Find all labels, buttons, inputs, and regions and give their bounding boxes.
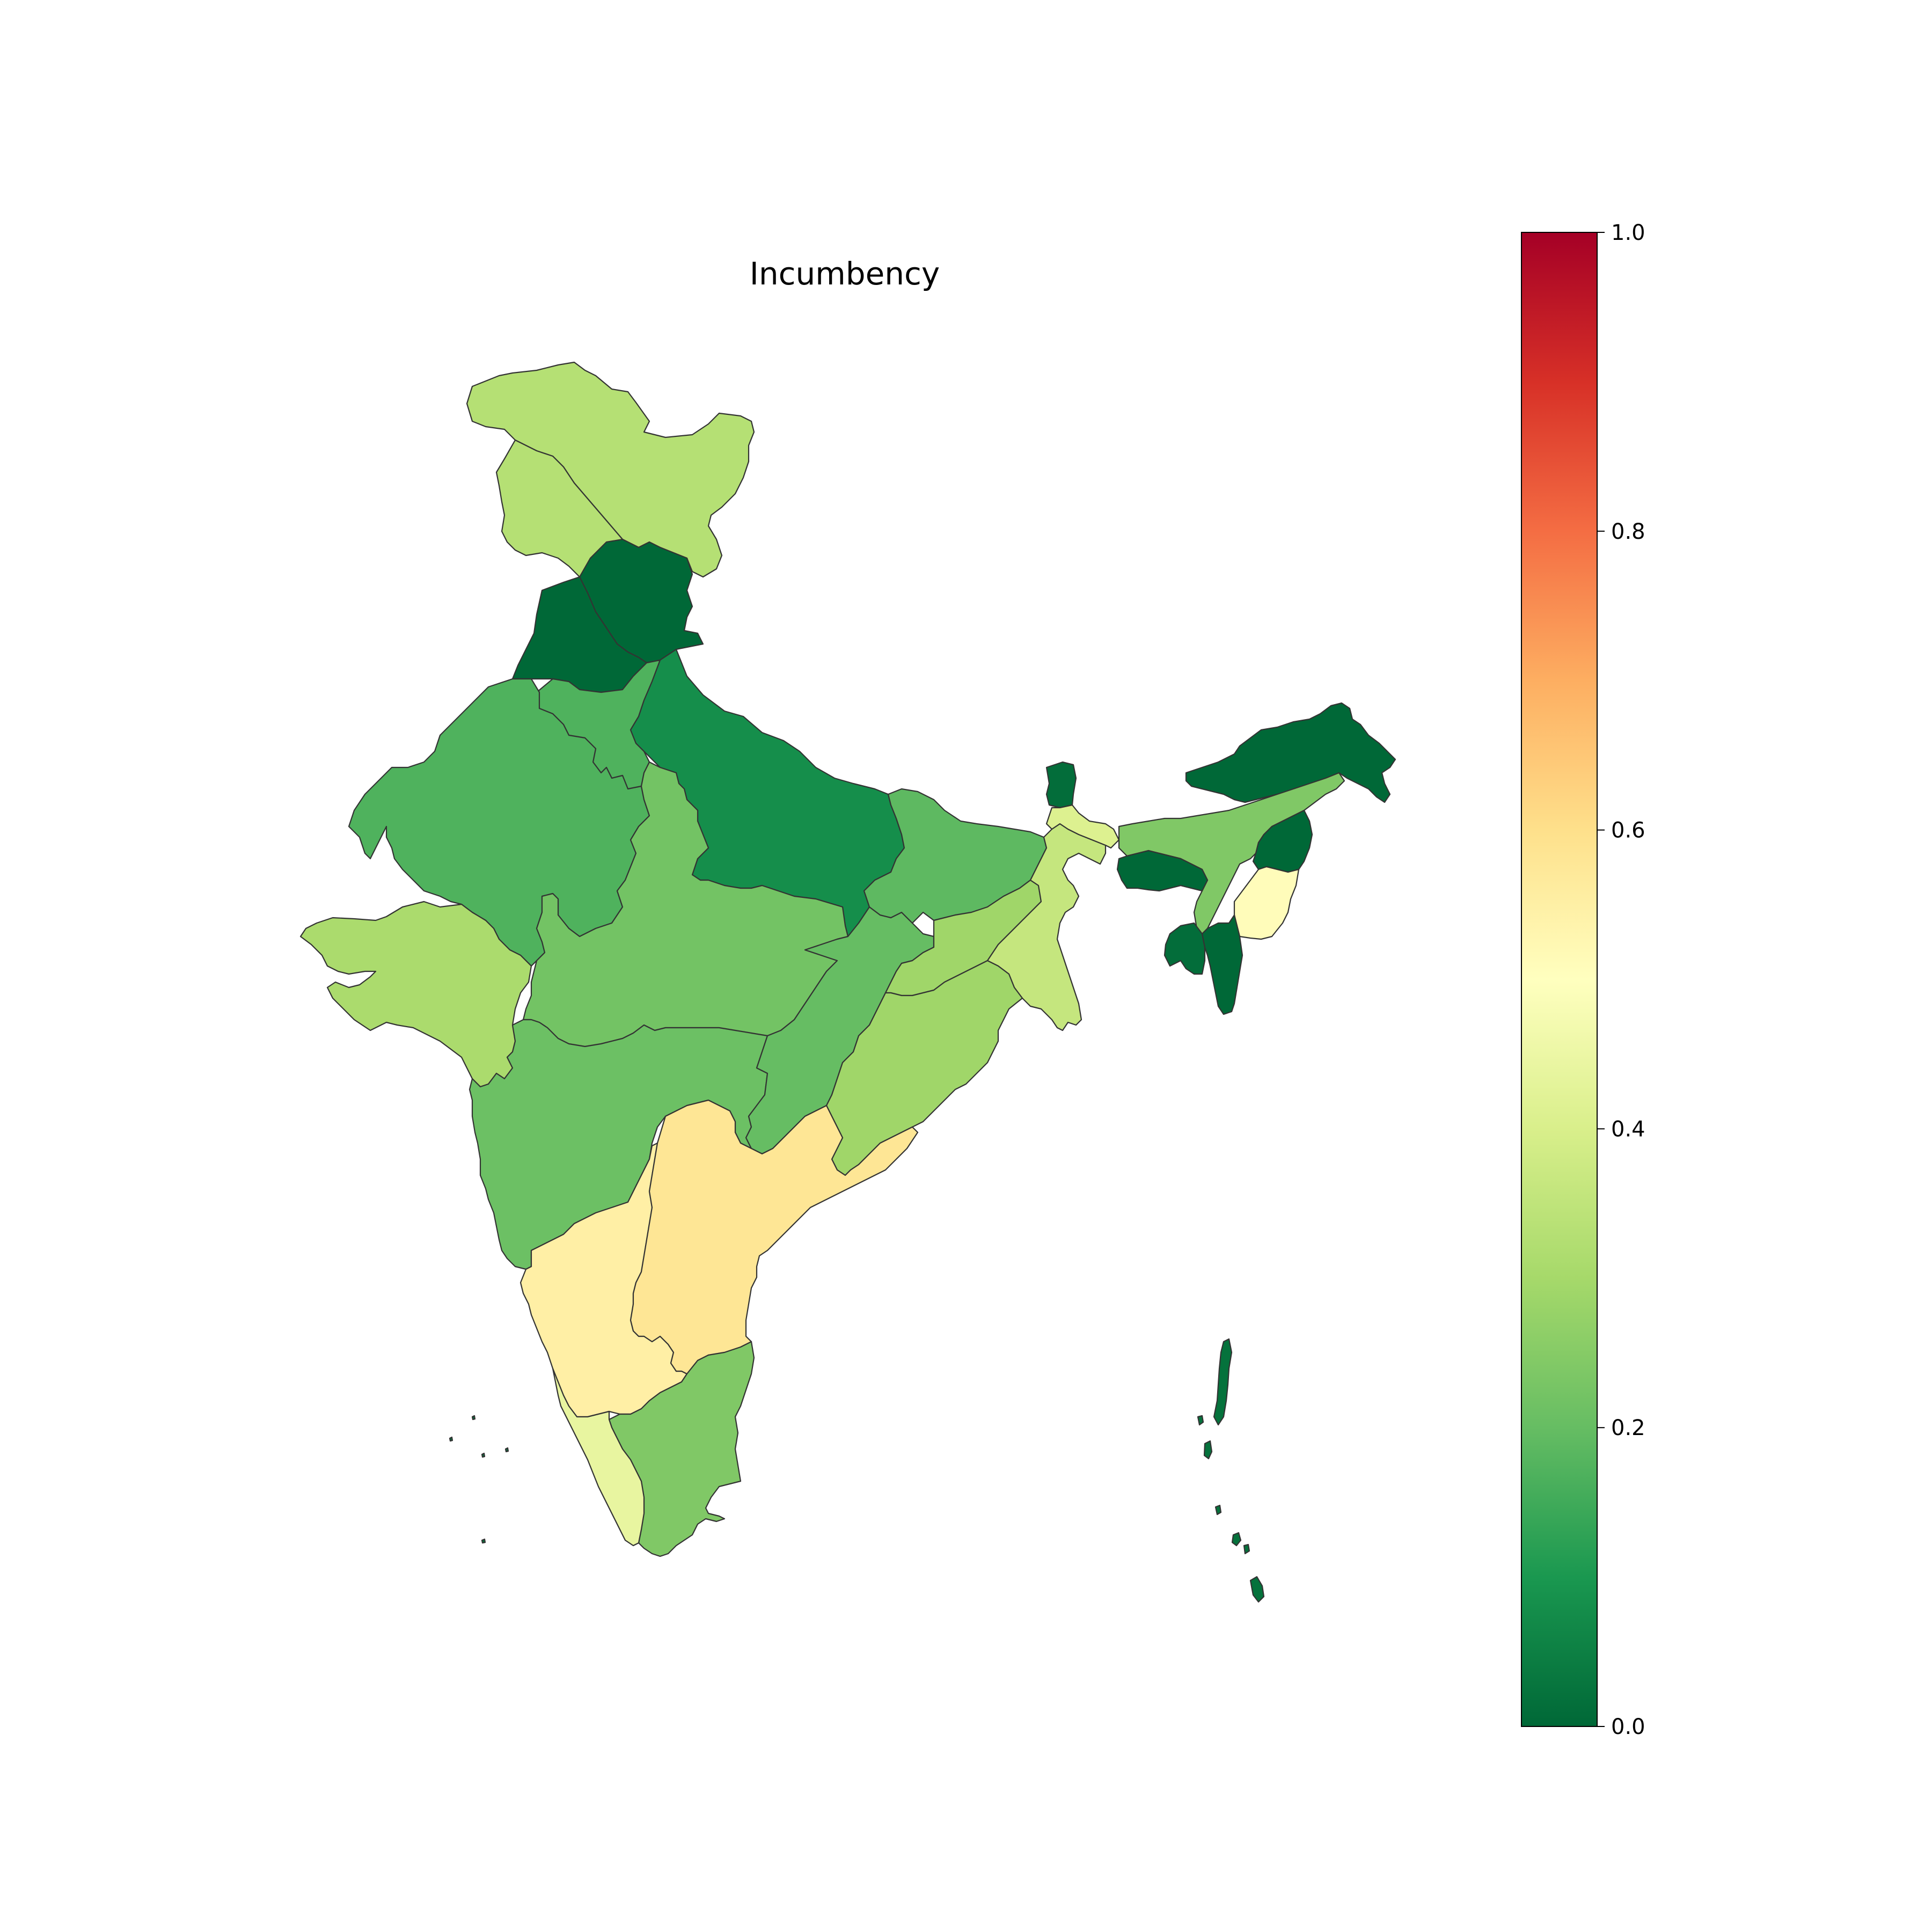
region-east-b[interactable] [986, 823, 1107, 1031]
colorbar-tick-label: 0.4 [1611, 1117, 1645, 1141]
region-lakshadweep-3[interactable] [504, 1447, 509, 1453]
colorbar-tick-label: 0.0 [1611, 1715, 1645, 1739]
region-northeast-e[interactable] [1233, 866, 1300, 940]
region-islands-a3[interactable] [1197, 1415, 1204, 1426]
region-south-b[interactable] [630, 1099, 919, 1375]
region-lakshadweep-1[interactable] [471, 1415, 476, 1421]
map-title: Incumbency [750, 255, 940, 292]
colorbar-ticks: 0.0 0.2 0.4 0.6 0.8 1.0 [1597, 221, 1645, 1739]
region-northeast-d2[interactable] [1201, 914, 1243, 1015]
region-lakshadweep-2[interactable] [449, 1436, 453, 1442]
india-map [299, 361, 1396, 1603]
region-islands-b4[interactable] [1249, 1576, 1265, 1603]
region-northeast-g[interactable] [1045, 804, 1120, 849]
region-lakshadweep-4[interactable] [481, 1452, 486, 1458]
colorbar-tick-label: 1.0 [1611, 221, 1645, 245]
region-south-d[interactable] [552, 1367, 645, 1547]
region-islands-b3[interactable] [1243, 1543, 1250, 1555]
region-northeast-f[interactable] [1163, 922, 1206, 975]
region-lakshadweep-5[interactable] [481, 1538, 486, 1544]
region-west-b[interactable] [299, 901, 532, 1088]
region-northeast-a[interactable] [1185, 702, 1396, 803]
region-east-c2[interactable] [825, 960, 1023, 1176]
colorbar-tick-label: 0.8 [1611, 519, 1645, 544]
region-islands-b[interactable] [1214, 1504, 1222, 1516]
colorbar-gradient [1521, 232, 1598, 1727]
region-northeast-d[interactable] [1252, 809, 1313, 873]
colorbar-tick-label: 0.6 [1611, 818, 1645, 843]
region-islands-a2[interactable] [1203, 1440, 1213, 1460]
region-islands-a[interactable] [1213, 1338, 1233, 1426]
colorbar: 0.0 0.2 0.4 0.6 0.8 1.0 [1521, 221, 1645, 1739]
region-northeast-c[interactable] [1116, 850, 1209, 892]
region-northeast-h[interactable] [1045, 761, 1077, 809]
colorbar-tick-label: 0.2 [1611, 1416, 1645, 1440]
region-islands-b2[interactable] [1231, 1532, 1242, 1547]
